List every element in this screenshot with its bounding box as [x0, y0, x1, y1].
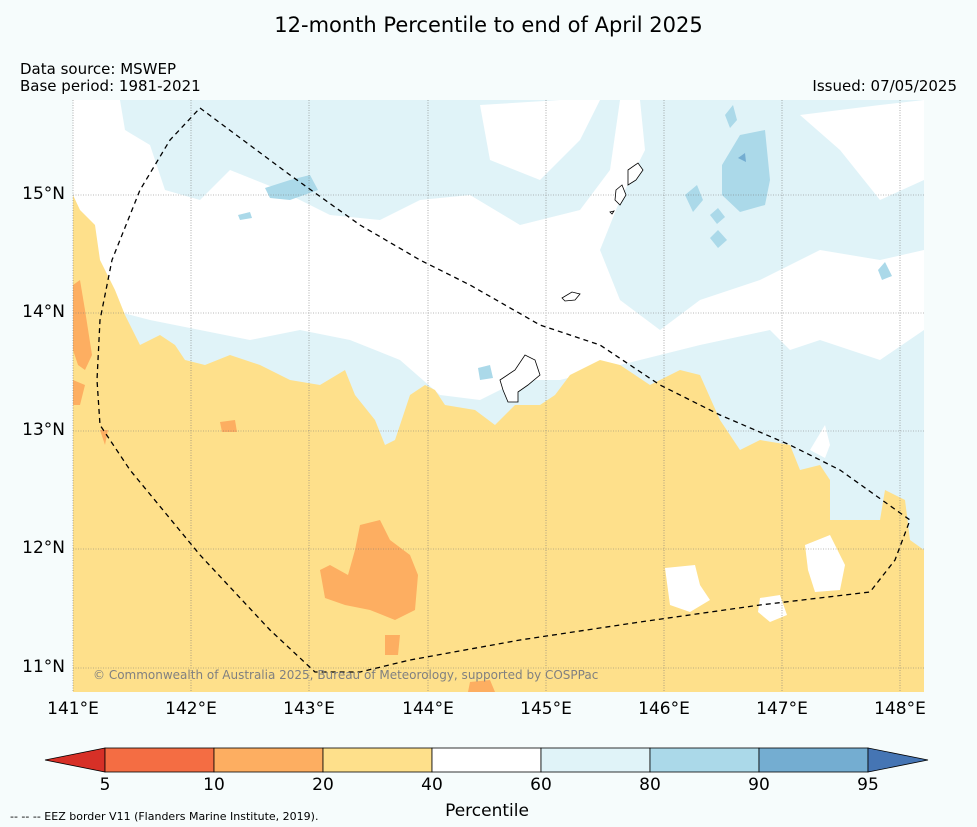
lat-label: 12°N: [22, 538, 65, 558]
lon-label: 147°E: [756, 699, 808, 719]
issued-date: Issued: 07/05/2025: [812, 77, 957, 95]
colorbar-tick-label: 40: [421, 775, 443, 795]
lon-label: 145°E: [520, 699, 572, 719]
region-10-20: [320, 520, 418, 620]
colorbar-title: Percentile: [445, 801, 529, 821]
source-info: Data source: MSWEP Base period: 1981-202…: [20, 61, 201, 95]
lat-label: 14°N: [22, 302, 65, 322]
colorbar: [44, 747, 929, 773]
colorbar-tick-label: 20: [312, 775, 334, 795]
lon-label: 141°E: [47, 699, 99, 719]
lon-label: 146°E: [638, 699, 690, 719]
colorbar-tick-label: 80: [639, 775, 661, 795]
colorbar-tick-label: 95: [857, 775, 879, 795]
eez-border: [96, 107, 911, 673]
region-20-40: [73, 195, 924, 692]
lat-label: 15°N: [22, 184, 65, 204]
lon-label: 148°E: [874, 699, 926, 719]
colorbar-tick-label: 90: [748, 775, 770, 795]
region-40-60: [73, 100, 924, 400]
lon-label: 142°E: [165, 699, 217, 719]
lon-label: 143°E: [283, 699, 335, 719]
lon-label: 144°E: [402, 699, 454, 719]
chart-title: 12-month Percentile to end of April 2025: [274, 13, 703, 37]
colorbar-tick-label: 5: [99, 775, 111, 795]
lat-label: 11°N: [22, 657, 65, 677]
islands: [499, 162, 644, 403]
colorbar-tick-label: 10: [203, 775, 225, 795]
map-area: [72, 100, 924, 692]
copyright-notice: © Commonwealth of Australia 2025, Bureau…: [93, 668, 599, 682]
footnote: -- -- -- EEZ border V11 (Flanders Marine…: [10, 810, 319, 823]
base-period: Base period: 1981-2021: [20, 77, 201, 95]
data-source: Data source: MSWEP: [20, 60, 177, 78]
graticule: [72, 100, 924, 692]
lat-label: 13°N: [22, 420, 65, 440]
region-80-90: [265, 175, 318, 200]
colorbar-tick-label: 60: [530, 775, 552, 795]
